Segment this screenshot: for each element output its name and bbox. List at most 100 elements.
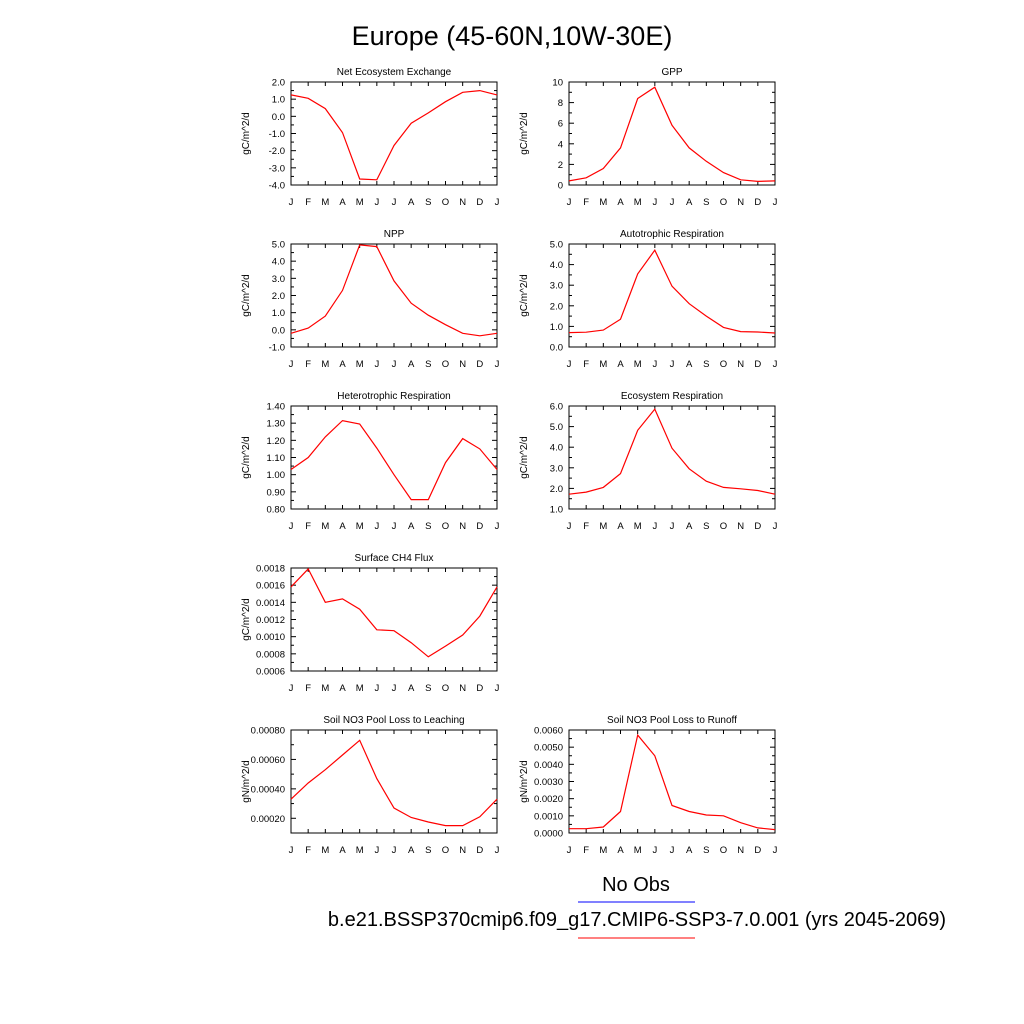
x-tick-label: A <box>617 521 624 532</box>
plot-frame <box>568 405 776 510</box>
y-tick-label: 0.0012 <box>256 615 285 626</box>
x-tick-label: A <box>686 845 693 856</box>
x-tick-label: A <box>339 197 346 208</box>
panel-title: Surface CH4 Flux <box>355 553 434 564</box>
x-tick-label: J <box>374 197 379 208</box>
y-tick-label: 0.0018 <box>256 564 285 575</box>
y-tick-label: 0.0010 <box>534 811 563 822</box>
x-tick-label: J <box>392 359 397 370</box>
x-tick-label: A <box>686 197 693 208</box>
y-tick-label: 5.0 <box>272 240 285 251</box>
y-tick-label: 0.00020 <box>251 814 285 825</box>
plot-frame <box>290 243 498 348</box>
x-tick-label: J <box>289 359 294 370</box>
y-axis-label: gC/m^2/d <box>241 274 252 317</box>
y-tick-label: -4.0 <box>269 181 285 192</box>
y-tick-label: 0.90 <box>267 487 286 498</box>
panel-title: Soil NO3 Pool Loss to Runoff <box>607 715 737 726</box>
y-axis-label: gN/m^2/d <box>519 760 530 803</box>
x-tick-label: J <box>374 845 379 856</box>
y-tick-label: -3.0 <box>269 163 285 174</box>
x-tick-label: M <box>321 521 329 532</box>
x-tick-label: M <box>599 359 607 370</box>
y-tick-label: 0.0050 <box>534 743 563 754</box>
plot-frame <box>568 81 776 186</box>
y-tick-label: 1.10 <box>267 453 286 464</box>
y-tick-label: 5.0 <box>550 240 563 251</box>
x-tick-label: A <box>686 359 693 370</box>
y-tick-label: 2.0 <box>550 301 563 312</box>
x-tick-label: M <box>634 359 642 370</box>
x-tick-label: O <box>442 197 449 208</box>
legend-case-label: b.e21.BSSP370cmip6.f09_g17.CMIP6-SSP3-7.… <box>328 909 946 931</box>
x-tick-label: S <box>425 197 431 208</box>
x-tick-label: J <box>392 197 397 208</box>
y-tick-label: -1.0 <box>269 343 285 354</box>
x-tick-label: S <box>425 845 431 856</box>
y-axis-label: gC/m^2/d <box>519 274 530 317</box>
y-tick-label: 2.0 <box>272 291 285 302</box>
y-tick-label: 1.30 <box>267 419 286 430</box>
x-tick-label: D <box>754 197 761 208</box>
y-tick-label: 1.00 <box>267 470 286 481</box>
x-tick-label: M <box>634 521 642 532</box>
y-tick-label: 4.0 <box>272 257 285 268</box>
x-tick-label: N <box>737 845 744 856</box>
panel-title: Ecosystem Respiration <box>621 391 723 402</box>
x-tick-label: J <box>652 521 657 532</box>
panel-title: Heterotrophic Respiration <box>337 391 450 402</box>
x-tick-label: S <box>703 845 709 856</box>
x-tick-label: D <box>754 845 761 856</box>
x-tick-label: F <box>305 521 311 532</box>
panel-title: GPP <box>661 67 682 78</box>
y-tick-label: 0.0060 <box>534 726 563 737</box>
y-axis-label: gC/m^2/d <box>241 112 252 155</box>
series-line <box>290 739 498 827</box>
x-tick-label: S <box>425 359 431 370</box>
panel-title: Soil NO3 Pool Loss to Leaching <box>323 715 464 726</box>
x-tick-label: A <box>408 845 415 856</box>
y-axis-label: gN/m^2/d <box>241 760 252 803</box>
x-tick-label: M <box>356 197 364 208</box>
x-tick-label: F <box>305 683 311 694</box>
x-tick-label: F <box>305 359 311 370</box>
page-title: Europe (45-60N,10W-30E) <box>352 21 673 51</box>
plot-frame <box>568 729 776 834</box>
x-tick-label: J <box>495 521 500 532</box>
x-tick-label: A <box>617 845 624 856</box>
x-tick-label: D <box>476 683 483 694</box>
x-tick-label: M <box>599 521 607 532</box>
x-tick-label: J <box>495 359 500 370</box>
x-tick-label: N <box>459 197 466 208</box>
x-tick-label: A <box>339 683 346 694</box>
x-tick-label: O <box>442 521 449 532</box>
y-tick-label: 10 <box>552 78 563 89</box>
x-tick-label: A <box>408 197 415 208</box>
x-tick-label: F <box>305 197 311 208</box>
x-tick-label: M <box>356 683 364 694</box>
y-tick-label: 6 <box>558 119 563 130</box>
x-tick-label: A <box>617 359 624 370</box>
y-tick-label: 0.0016 <box>256 581 285 592</box>
y-tick-label: 3.0 <box>550 281 563 292</box>
x-tick-label: J <box>567 359 572 370</box>
x-tick-label: F <box>583 845 589 856</box>
x-tick-label: N <box>459 683 466 694</box>
y-tick-label: 0.0040 <box>534 760 563 771</box>
legend: No Obs b.e21.BSSP370cmip6.f09_g17.CMIP6-… <box>328 874 946 939</box>
series-line <box>290 89 498 181</box>
series-line <box>290 244 498 337</box>
x-tick-label: S <box>425 521 431 532</box>
y-tick-label: 0.00040 <box>251 784 285 795</box>
x-tick-label: N <box>737 197 744 208</box>
y-tick-label: 0.0010 <box>256 632 285 643</box>
x-tick-label: O <box>442 683 449 694</box>
y-tick-label: 2.0 <box>550 484 563 495</box>
y-tick-label: 3.0 <box>550 463 563 474</box>
